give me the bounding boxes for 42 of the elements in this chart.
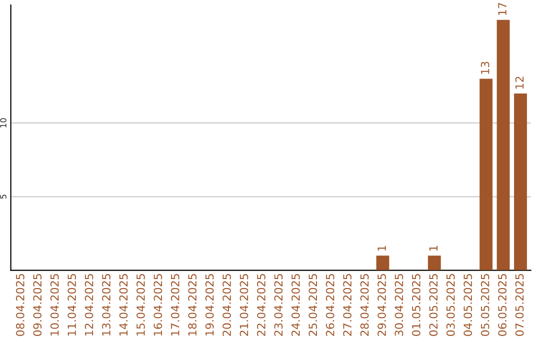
bar	[480, 78, 493, 270]
data-label: 1	[429, 246, 438, 251]
x-tick-label: 10.04.2025	[50, 274, 59, 336]
x-tick-label: 26.04.2025	[326, 274, 334, 336]
bar	[428, 256, 441, 270]
y-tick-label: 5	[0, 194, 6, 199]
x-tick-label: 22.04.2025	[257, 274, 266, 336]
data-label: 17	[498, 2, 506, 15]
x-tick-label: 21.04.2025	[240, 274, 248, 336]
x-tick-label: 07.05.2025	[515, 274, 524, 336]
x-tick-label: 02.05.2025	[429, 274, 438, 336]
x-tick-label: 20.04.2025	[222, 274, 231, 336]
x-tick-label: 30.04.2025	[394, 274, 404, 336]
x-tick-label: 28.04.2025	[360, 274, 369, 336]
x-tick-label: 04.05.2025	[464, 274, 472, 336]
data-label: 13	[480, 62, 490, 74]
x-tick-label: 08.04.2025	[16, 274, 24, 336]
x-tick-label: 27.04.2025	[343, 274, 352, 336]
x-tick-label: 14.04.2025	[119, 274, 128, 336]
data-label: 12	[515, 76, 524, 89]
x-tick-label: 19.04.2025	[205, 274, 214, 336]
x-tick-label: 11.04.2025	[68, 274, 76, 336]
y-tick-label: 10	[0, 118, 6, 128]
bar	[376, 256, 390, 270]
x-tick-label: 17.04.2025	[170, 274, 180, 336]
x-tick-label: 09.04.2025	[33, 274, 42, 336]
x-tick-label: 05.05.2025	[480, 274, 490, 336]
x-tick-label: 23.04.2025	[274, 274, 283, 336]
x-tick-label: 03.05.2025	[446, 274, 455, 336]
data-label: 1	[378, 246, 386, 251]
x-tick-label: 15.04.2025	[136, 274, 145, 336]
bar	[496, 20, 510, 270]
x-tick-label: 25.04.2025	[308, 274, 318, 336]
x-tick-label: 29.04.2025	[378, 274, 386, 336]
x-tick-label: 12.04.2025	[84, 274, 94, 336]
x-tick-label: 24.04.2025	[291, 274, 300, 336]
x-tick-label: 18.04.2025	[188, 274, 197, 336]
x-tick-label: 01.05.2025	[412, 274, 420, 336]
x-tick-label: 06.05.2025	[498, 274, 506, 336]
x-tick-label: 13.04.2025	[102, 274, 110, 336]
x-tick-label: 16.04.2025	[154, 274, 162, 336]
bar	[514, 94, 527, 270]
